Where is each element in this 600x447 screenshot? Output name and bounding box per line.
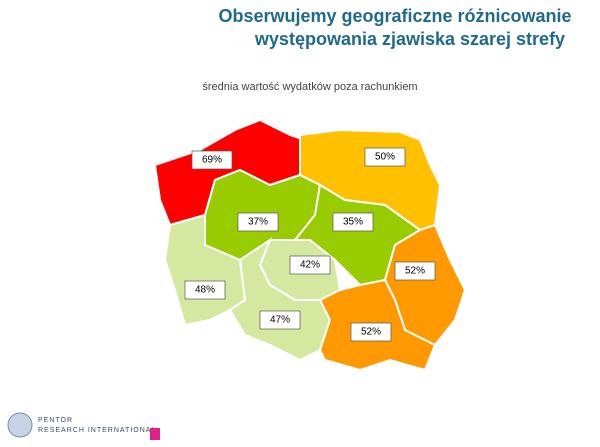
label-box: [332, 212, 374, 232]
region-label: 37%: [248, 217, 268, 228]
region-label: 35%: [343, 217, 363, 228]
label-box: [289, 255, 331, 275]
region-label: 50%: [375, 152, 395, 163]
logo-icon: [7, 412, 33, 438]
title-line: Obserwujemy geograficzne różnicowanie: [218, 6, 571, 26]
map: 69% 50% 37% 35% 52% 42% 48% 47% 52%: [153, 118, 467, 372]
label-box: [259, 310, 301, 330]
label-box: [350, 322, 392, 342]
subtitle: średnia wartość wydatków poza rachunkiem: [202, 81, 417, 93]
region-label: 52%: [361, 327, 381, 338]
label-box: [184, 280, 226, 300]
region-label: 47%: [270, 315, 290, 326]
title-line: występowania zjawiska szarej strefy: [254, 29, 565, 49]
region-label: 69%: [202, 155, 222, 166]
label-box: [394, 261, 436, 281]
label-box: [191, 150, 233, 170]
region-label: 42%: [300, 260, 320, 271]
logo-text: RESEARCH INTERNATIONAL: [38, 427, 156, 434]
logo-badge: [150, 428, 160, 440]
logo: PENTOR RESEARCH INTERNATIONAL: [7, 412, 160, 440]
label-box: [364, 147, 406, 167]
label-box: [237, 212, 279, 232]
region-label: 52%: [405, 266, 425, 277]
region-label: 48%: [195, 285, 215, 296]
logo-text: PENTOR: [38, 417, 73, 424]
